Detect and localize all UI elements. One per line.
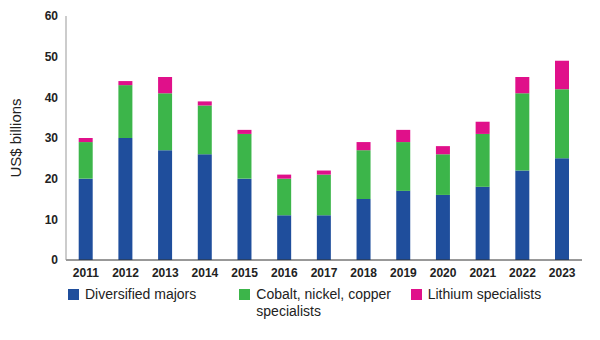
svg-text:50: 50 bbox=[45, 50, 59, 64]
svg-text:2016: 2016 bbox=[271, 266, 298, 280]
svg-text:US$ billions: US$ billions bbox=[8, 98, 24, 177]
svg-text:2020: 2020 bbox=[430, 266, 457, 280]
svg-text:2014: 2014 bbox=[192, 266, 219, 280]
svg-text:0: 0 bbox=[51, 253, 58, 267]
html-text:Lithium specialists: Lithium specialists bbox=[427, 286, 542, 302]
svg-text:2023: 2023 bbox=[549, 266, 576, 280]
svg-text:40: 40 bbox=[45, 91, 59, 105]
html-text:Cobalt, nickel, copper special: Cobalt, nickel, copper specialists bbox=[256, 286, 391, 319]
svg-text:2019: 2019 bbox=[390, 266, 417, 280]
html-text:Diversified majors: Diversified majors bbox=[85, 286, 197, 302]
svg-text:2013: 2013 bbox=[152, 266, 179, 280]
svg-text:2022: 2022 bbox=[509, 266, 536, 280]
svg-text:2021: 2021 bbox=[469, 266, 496, 280]
svg-text:10: 10 bbox=[45, 213, 59, 227]
svg-text:2012: 2012 bbox=[112, 266, 139, 280]
svg-text:20: 20 bbox=[45, 172, 59, 186]
svg-text:2011: 2011 bbox=[73, 266, 99, 280]
svg-text:2015: 2015 bbox=[231, 266, 258, 280]
svg-text:2017: 2017 bbox=[311, 266, 338, 280]
svg-text:30: 30 bbox=[45, 131, 59, 145]
svg-text:2018: 2018 bbox=[350, 266, 377, 280]
svg-text:60: 60 bbox=[45, 9, 59, 23]
